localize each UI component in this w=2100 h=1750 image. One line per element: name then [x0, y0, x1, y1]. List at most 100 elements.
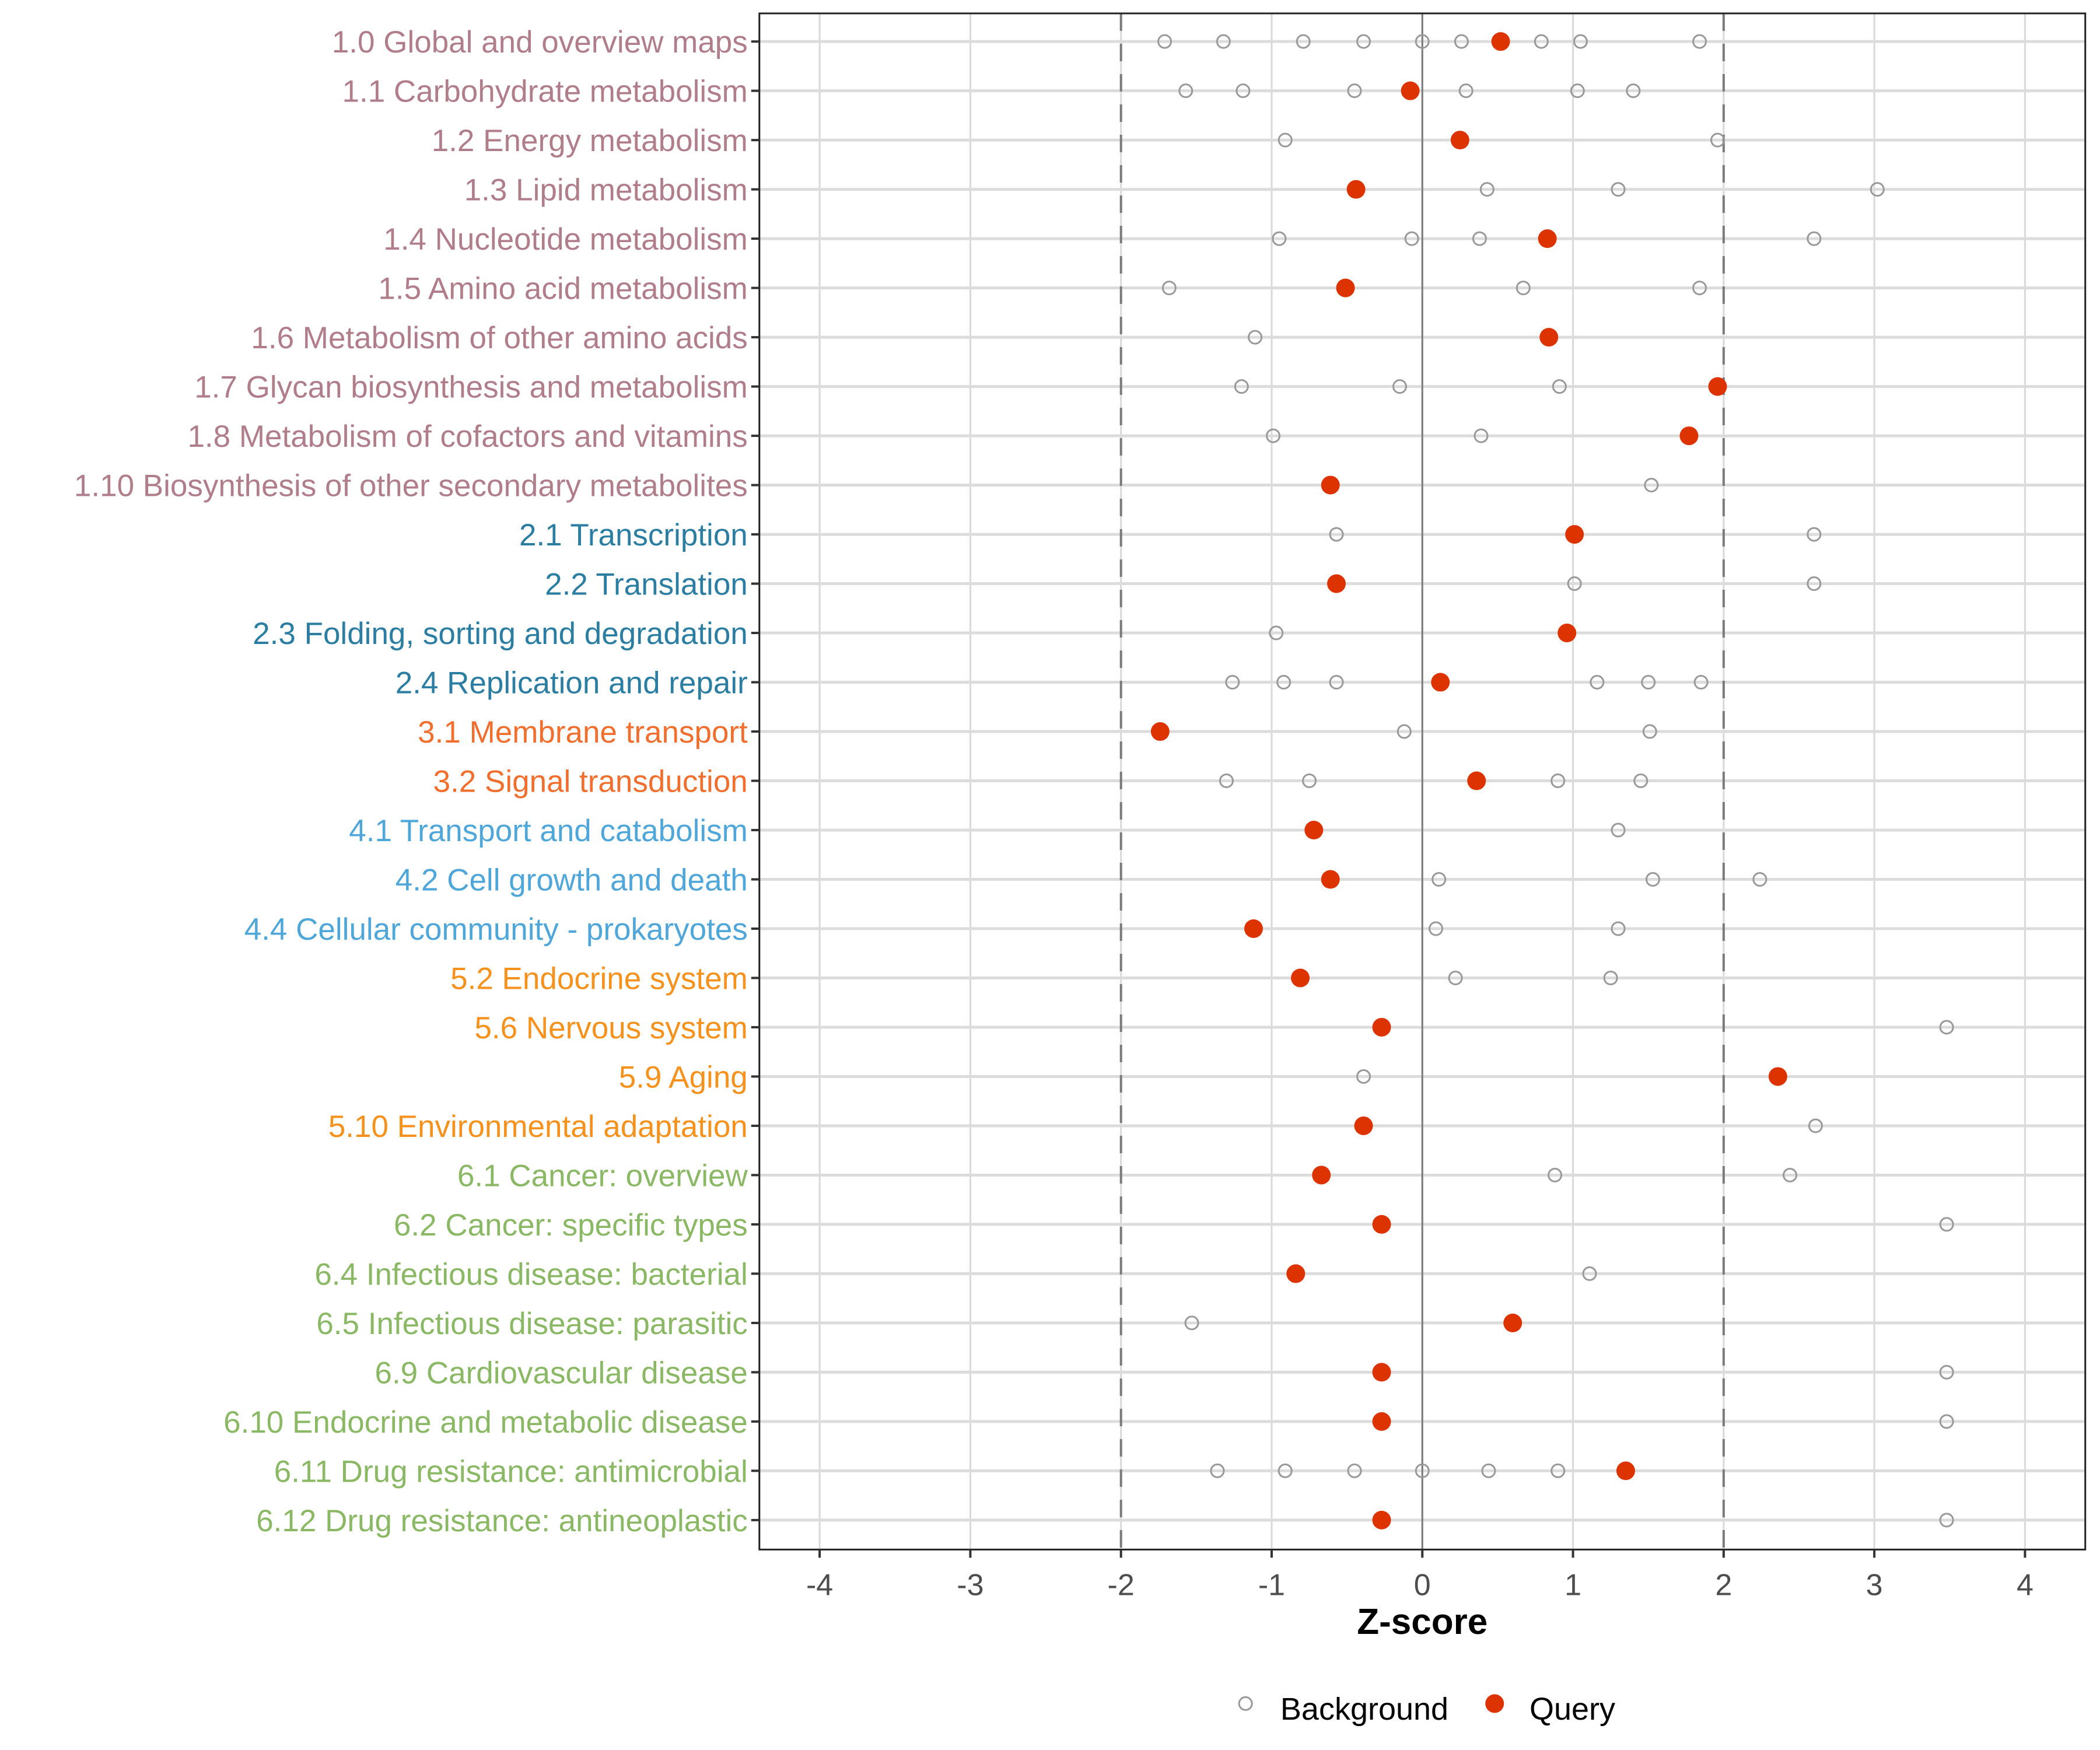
y-tick-label: 1.6 Metabolism of other amino acids	[251, 321, 747, 355]
y-tick-label: 1.3 Lipid metabolism	[464, 173, 748, 208]
background-point	[1448, 970, 1463, 985]
y-tick-label: 6.12 Drug resistance: antineoplastic	[256, 1504, 748, 1538]
background-point	[1296, 34, 1311, 49]
background-point	[1272, 231, 1287, 246]
background-point	[1415, 34, 1430, 49]
query-point	[1708, 377, 1727, 396]
y-tick-label: 2.4 Replication and repair	[396, 666, 748, 701]
background-point	[1710, 132, 1726, 148]
background-point	[1633, 774, 1648, 789]
y-tick-label: 6.10 Endocrine and metabolic disease	[223, 1405, 748, 1440]
y-tick-label: 1.5 Amino acid metabolism	[378, 272, 747, 306]
y-tick-label: 1.1 Carbohydrate metabolism	[342, 75, 748, 109]
y-tick-label: 6.1 Cancer: overview	[457, 1158, 748, 1193]
x-tick-label: -3	[957, 1568, 984, 1602]
query-point	[1304, 821, 1324, 840]
background-point	[1356, 34, 1371, 49]
background-point	[1808, 1118, 1823, 1133]
query-point	[1354, 1116, 1373, 1135]
background-point	[1329, 675, 1344, 690]
x-axis-ticks: -4 -3 -2 -1 0 1 2 3 4	[806, 1549, 2034, 1602]
y-tick-label: 6.11 Drug resistance: antimicrobial	[274, 1454, 748, 1489]
x-tick-label: 0	[1414, 1568, 1431, 1602]
y-tick-label: 6.5 Infectious disease: parasitic	[316, 1307, 747, 1341]
background-point	[1642, 724, 1657, 739]
query-point	[1503, 1313, 1522, 1332]
y-tick-label: 5.6 Nervous system	[474, 1011, 747, 1045]
y-tick-label: 2.2 Translation	[545, 568, 748, 602]
x-tick-label: 1	[1564, 1568, 1581, 1602]
background-point	[1356, 1069, 1371, 1084]
background-point	[1236, 83, 1251, 99]
background-point	[1429, 921, 1444, 936]
background-point	[1641, 675, 1656, 690]
y-tick-label: 2.3 Folding, sorting and degradation	[253, 617, 748, 651]
y-tick-label: 4.1 Transport and catabolism	[349, 814, 748, 848]
query-point	[1150, 722, 1170, 741]
background-point	[1807, 576, 1822, 592]
x-tick-label: 4	[2017, 1568, 2034, 1602]
background-point	[1184, 1315, 1199, 1331]
background-point	[1392, 379, 1408, 394]
background-point	[1474, 428, 1489, 443]
query-point	[1616, 1461, 1635, 1480]
x-axis-title: Z-score	[1357, 1602, 1488, 1642]
y-tick-label: 3.2 Signal transduction	[433, 765, 748, 799]
reference-lines	[1119, 13, 1725, 1550]
y-tick-label: 1.0 Global and overview maps	[332, 25, 748, 60]
query-point	[1401, 81, 1420, 100]
query-point	[1321, 475, 1340, 495]
y-tick-label: 6.9 Cardiovascular disease	[374, 1356, 747, 1390]
background-point	[1225, 675, 1240, 690]
background-point	[1234, 379, 1249, 394]
background-point	[1266, 428, 1281, 443]
x-tick-label: -1	[1258, 1568, 1285, 1602]
background-point	[1644, 478, 1659, 493]
background-point	[1939, 1513, 1954, 1528]
query-point	[1244, 919, 1263, 938]
query-point	[1346, 180, 1366, 199]
background-point	[1939, 1020, 1954, 1035]
background-point	[1782, 1167, 1797, 1182]
background-point	[1611, 822, 1626, 838]
background-point	[1590, 675, 1605, 690]
query-point	[1286, 1264, 1306, 1283]
legend-query-marker	[1485, 1694, 1504, 1713]
background-point	[1302, 774, 1317, 789]
y-tick-label: 6.4 Infectious disease: bacterial	[314, 1257, 747, 1292]
background-point	[1552, 379, 1567, 394]
query-point	[1679, 426, 1699, 446]
background-point	[1329, 527, 1344, 542]
background-point	[1458, 83, 1474, 99]
background-point	[1454, 34, 1469, 49]
y-tick-label: 5.9 Aging	[619, 1060, 748, 1094]
background-point	[1404, 231, 1419, 246]
query-point	[1327, 574, 1346, 593]
y-tick-label: 1.8 Metabolism of cofactors and vitamins	[187, 419, 747, 454]
y-tick-label: 1.4 Nucleotide metabolism	[383, 222, 748, 257]
background-point	[1161, 281, 1177, 296]
background-point	[1516, 281, 1531, 296]
y-tick-label: 3.1 Membrane transport	[418, 715, 748, 750]
legend: Background Query	[1238, 1692, 1615, 1727]
query-point	[1450, 131, 1469, 150]
background-point	[1415, 1463, 1430, 1478]
background-point	[1611, 921, 1626, 936]
y-tick-label: 1.7 Glycan biosynthesis and metabolism	[194, 370, 748, 405]
query-point	[1558, 624, 1577, 643]
query-point	[1372, 1412, 1391, 1431]
background-point	[1573, 34, 1588, 49]
query-point	[1491, 32, 1510, 51]
y-tick-label: 1.10 Biosynthesis of other secondary met…	[74, 469, 748, 503]
background-point	[1807, 527, 1822, 542]
points-layer	[1150, 32, 1954, 1530]
background-point	[1939, 1217, 1954, 1232]
background-point	[1548, 1167, 1563, 1182]
background-point	[1534, 34, 1549, 49]
background-point	[1939, 1414, 1954, 1429]
background-point	[1567, 576, 1582, 592]
query-point	[1372, 1214, 1391, 1234]
background-point	[1278, 1463, 1293, 1478]
query-point	[1565, 525, 1584, 544]
